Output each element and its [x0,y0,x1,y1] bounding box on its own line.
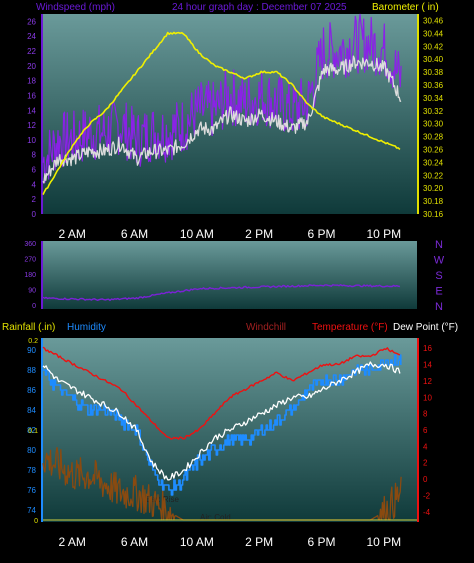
temp-tick-label: 6 [423,426,428,435]
wind-tick-label: 20 [27,62,36,71]
temp-tick-label: 0 [423,475,428,484]
direction-ticks: 360 270 180 90 0 [24,241,36,310]
time-label: 6 PM [307,535,335,549]
wind-tick-label: 0 [32,210,37,219]
wind-tick-label: 22 [27,47,36,56]
temperature-axis-title: Temperature (°F) [312,322,388,333]
time-label: 2 AM [58,535,85,549]
baro-tick-label: 30.36 [423,81,444,90]
time-label: 10 PM [366,535,401,549]
baro-tick-label: 30.42 [423,42,444,51]
baro-tick-label: 30.34 [423,94,444,103]
wind-direction-line [42,284,401,302]
humidity-tick-label: 76 [27,486,36,495]
windchill-axis-title: Windchill [246,322,286,333]
baro-tick-label: 30.30 [423,120,444,129]
time-label: 6 PM [307,227,335,241]
wind-tick-label: 2 [32,195,37,204]
wind-tick-label: 12 [27,121,36,130]
baro-tick-label: 30.20 [423,184,444,193]
temp-tick-label: -2 [423,491,431,500]
wind-tick-label: 18 [27,77,36,86]
time-label: 6 AM [121,227,148,241]
chart-marks: 2 AM 6 AM 10 AM 2 PM 6 PM 10 PM 2 AM 6 AM 10 AM 2… [27,13,444,549]
rain-tick-label: 0.1 [28,428,38,435]
baro-tick-label: 30.32 [423,107,444,116]
compass-label: N [435,301,443,313]
panel-direction-bg [43,241,417,309]
wind-tick-label: 10 [27,136,36,145]
humidity-tick-label: 74 [27,506,36,515]
windspeed-axis-title: Windspeed (mph) [36,2,115,13]
temp-tick-label: -4 [423,508,431,517]
temperature-line [42,346,401,440]
temp-tick-label: 14 [423,361,432,370]
compass-label: E [435,286,442,298]
compass-label: W [434,255,445,267]
humidity-tick-label: 82 [27,426,36,435]
baro-tick-label: 30.22 [423,171,444,180]
wind-tick-label: 4 [32,180,37,189]
temp-tick-label: 4 [423,442,428,451]
time-label: 6 AM [121,535,148,549]
wind-tick-label: 26 [27,17,36,26]
compass-label: N [435,239,443,251]
humidity-axis-title: Humidity [67,322,106,333]
temp-tick-label: 10 [423,393,432,402]
time-label: 2 PM [245,535,273,549]
baro-tick-label: 30.18 [423,197,444,206]
dewpoint-line [42,361,401,481]
humidity-tick-label: 84 [27,406,36,415]
windspeed-avg-line [42,55,402,184]
wind-tick-label: 6 [32,166,37,175]
rain-tick-label: 0.2 [28,338,38,345]
humidity-tick-label: 78 [27,466,36,475]
direction-tick-label: 90 [28,288,36,295]
rain-tick-label: 0 [34,518,38,525]
dewpoint-axis-title: Dew Point (°F) [393,322,458,333]
wind-tick-label: 24 [27,32,36,41]
direction-tick-label: 360 [24,241,36,248]
baro-tick-label: 30.40 [423,55,444,64]
humidity-tick-label: 90 [27,346,36,355]
temp-tick-label: 8 [423,410,428,419]
rainfall-axis-title: Rainfall (.in) [2,322,55,333]
time-label: 2 AM [58,227,85,241]
wind-tick-label: 16 [27,91,36,100]
temp-tick-label: 12 [423,377,432,386]
barometer-line [42,31,401,195]
chart-title: 24 hour graph day : December 07 2025 [172,2,347,13]
temp-tick-label: 2 [423,459,428,468]
barometer-axis-title: Barometer ( in) [372,2,439,13]
time-label: 2 PM [245,227,273,241]
baro-tick-label: 30.24 [423,158,444,167]
wind-tick-label: 8 [32,151,37,160]
time-label: 10 PM [366,227,401,241]
wind-tick-label: 14 [27,106,36,115]
direction-tick-label: 180 [24,272,36,279]
baro-tick-label: 30.38 [423,68,444,77]
humidity-tick-label: 86 [27,386,36,395]
direction-tick-label: 270 [24,257,36,264]
direction-tick-label: 0 [32,303,36,310]
baro-tick-label: 30.28 [423,133,444,142]
baro-tick-label: 30.46 [423,16,444,25]
humidity-tick-label: 80 [27,446,36,455]
humidity-tick-label: 88 [27,366,36,375]
time-label: 10 AM [180,535,214,549]
baro-tick-label: 30.44 [423,29,444,38]
compass-label: S [435,270,442,282]
baro-tick-label: 30.26 [423,145,444,154]
wind-note: Air: Cold [200,513,231,522]
temp-tick-label: 16 [423,344,432,353]
time-label: 10 AM [180,227,214,241]
baro-tick-label: 30.16 [423,210,444,219]
